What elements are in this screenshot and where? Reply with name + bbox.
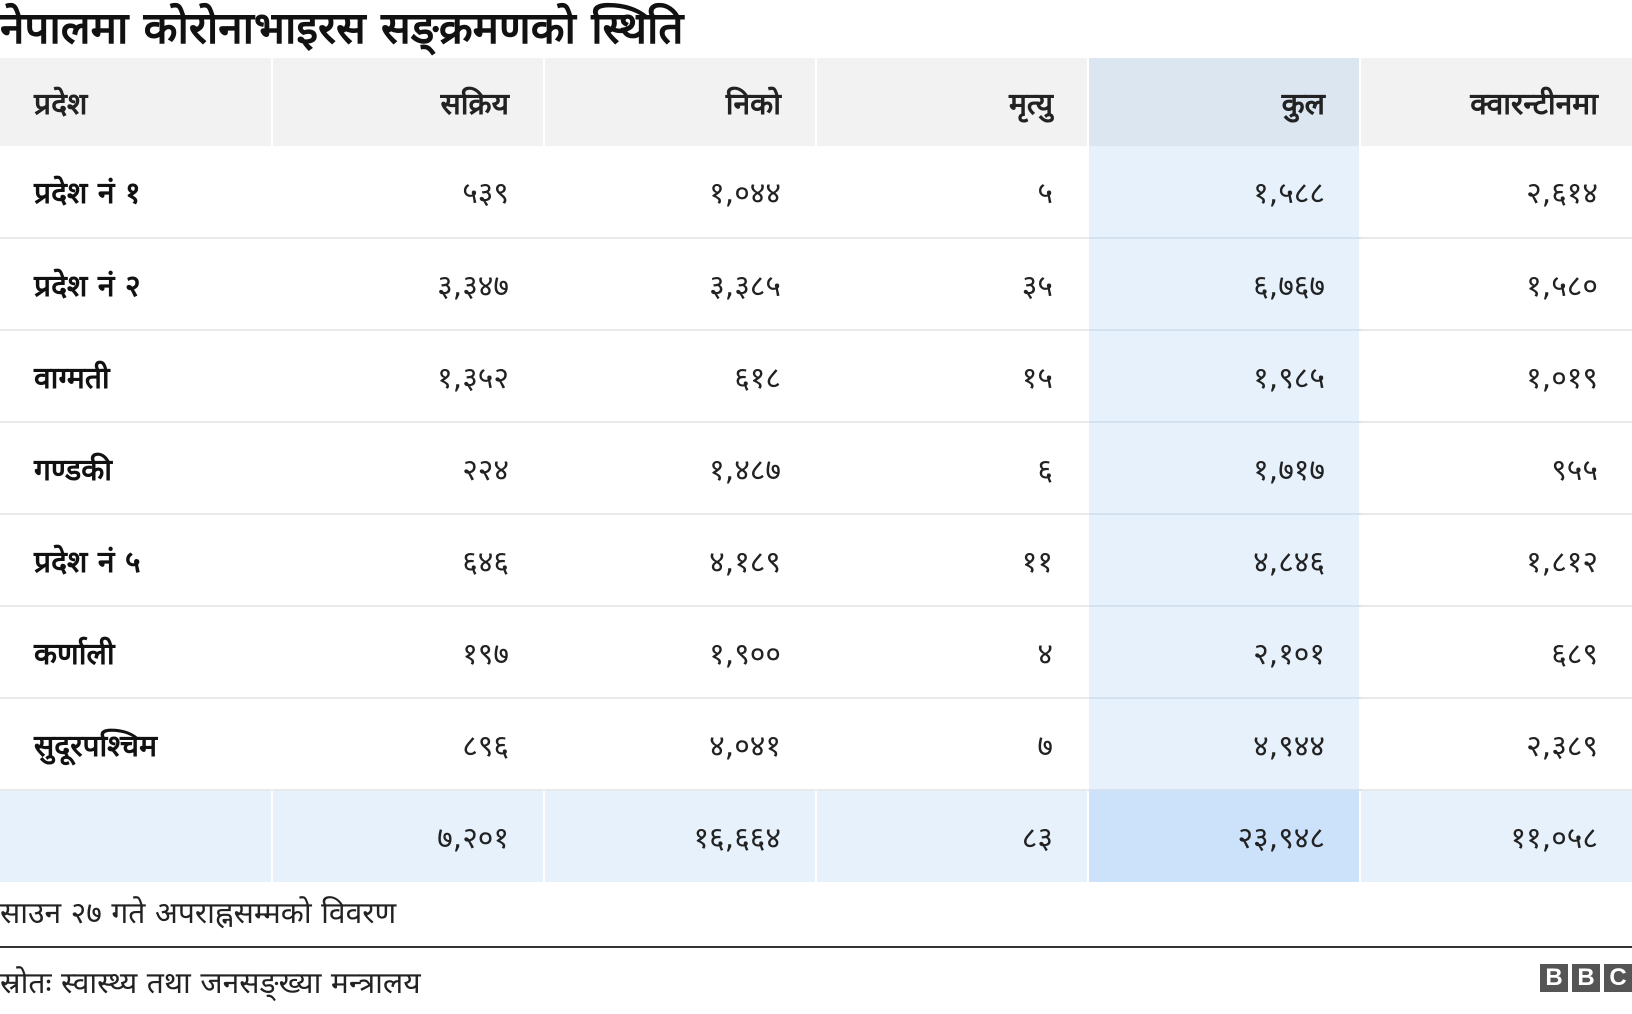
total-deaths-cell: ८३ — [816, 790, 1089, 882]
quarantine-cell: १,५८० — [1360, 238, 1632, 331]
table-row: प्रदेश नं २ ३,३४७ ३,३८५ ३५ ६,७६७ १,५८० — [0, 238, 1632, 331]
footer-divider — [0, 946, 1632, 948]
deaths-cell: ३५ — [816, 238, 1089, 331]
column-header-total: कुल — [1088, 58, 1361, 146]
quarantine-cell: ९५५ — [1360, 422, 1632, 515]
quarantine-cell: १,८१२ — [1360, 514, 1632, 607]
active-cell: १,३५२ — [272, 330, 545, 423]
active-cell: ३,३४७ — [272, 238, 545, 331]
grand-total-cell: २३,९४८ — [1088, 790, 1361, 882]
totals-label-cell — [0, 790, 273, 882]
province-name: प्रदेश नं २ — [0, 238, 273, 331]
deaths-cell: ४ — [816, 606, 1089, 699]
total-cell: १,७१७ — [1088, 422, 1361, 515]
province-name: वाग्मती — [0, 330, 273, 423]
column-header-quarantine: क्वारन्टीनमा — [1360, 58, 1632, 146]
active-cell: २२४ — [272, 422, 545, 515]
recovered-cell: ६१८ — [544, 330, 817, 423]
recovered-cell: ४,०४१ — [544, 698, 817, 791]
logo-letter: B — [1540, 964, 1568, 992]
active-cell: ६४६ — [272, 514, 545, 607]
total-active-cell: ७,२०१ — [272, 790, 545, 882]
logo-letter: B — [1572, 964, 1600, 992]
total-cell: ४,९४४ — [1088, 698, 1361, 791]
recovered-cell: १,९०० — [544, 606, 817, 699]
deaths-cell: ११ — [816, 514, 1089, 607]
recovered-cell: ४,१८९ — [544, 514, 817, 607]
province-name: गण्डकी — [0, 422, 273, 515]
column-header-province: प्रदेश — [0, 58, 273, 146]
header-row: प्रदेश सक्रिय निको मृत्यु कुल क्वारन्टीन… — [0, 58, 1632, 146]
table-row: सुदूरपश्चिम ८९६ ४,०४१ ७ ४,९४४ २,३८९ — [0, 698, 1632, 791]
total-cell: २,१०१ — [1088, 606, 1361, 699]
province-name: कर्णाली — [0, 606, 273, 699]
total-cell: ६,७६७ — [1088, 238, 1361, 331]
data-table: प्रदेश सक्रिय निको मृत्यु कुल क्वारन्टीन… — [0, 58, 1632, 882]
active-cell: ८९६ — [272, 698, 545, 791]
column-header-active: सक्रिय — [272, 58, 545, 146]
total-quarantine-cell: ११,०५८ — [1360, 790, 1632, 882]
recovered-cell: १,०४४ — [544, 146, 817, 239]
table-row: वाग्मती १,३५२ ६१८ १५ १,९८५ १,०१९ — [0, 330, 1632, 423]
table-row: कर्णाली १९७ १,९०० ४ २,१०१ ६८९ — [0, 606, 1632, 699]
chart-title: नेपालमा कोरोनाभाइरस सङ्क्रमणको स्थिति — [0, 3, 684, 54]
column-header-deaths: मृत्यु — [816, 58, 1089, 146]
logo-letter: C — [1604, 964, 1632, 992]
total-cell: १,५८८ — [1088, 146, 1361, 239]
quarantine-cell: २,३८९ — [1360, 698, 1632, 791]
table-row: गण्डकी २२४ १,४८७ ६ १,७१७ ९५५ — [0, 422, 1632, 515]
deaths-cell: ७ — [816, 698, 1089, 791]
totals-row: ७,२०१ १६,६६४ ८३ २३,९४८ ११,०५८ — [0, 790, 1632, 882]
province-name: प्रदेश नं १ — [0, 146, 273, 239]
deaths-cell: ५ — [816, 146, 1089, 239]
quarantine-cell: ६८९ — [1360, 606, 1632, 699]
table-row: प्रदेश नं ५ ६४६ ४,१८९ ११ ४,८४६ १,८१२ — [0, 514, 1632, 607]
recovered-cell: ३,३८५ — [544, 238, 817, 331]
source-text: स्रोतः स्वास्थ्य तथा जनसङ्ख्या मन्त्रालय — [0, 966, 421, 1001]
province-name: प्रदेश नं ५ — [0, 514, 273, 607]
total-recovered-cell: १६,६६४ — [544, 790, 817, 882]
active-cell: १९७ — [272, 606, 545, 699]
total-cell: १,९८५ — [1088, 330, 1361, 423]
province-name: सुदूरपश्चिम — [0, 698, 273, 791]
total-cell: ४,८४६ — [1088, 514, 1361, 607]
deaths-cell: ६ — [816, 422, 1089, 515]
quarantine-cell: २,६१४ — [1360, 146, 1632, 239]
active-cell: ५३९ — [272, 146, 545, 239]
footnote: साउन २७ गते अपराह्नसम्मको विवरण — [0, 896, 397, 931]
deaths-cell: १५ — [816, 330, 1089, 423]
bbc-logo: B B C — [1540, 964, 1632, 992]
table-row: प्रदेश नं १ ५३९ १,०४४ ५ १,५८८ २,६१४ — [0, 146, 1632, 239]
quarantine-cell: १,०१९ — [1360, 330, 1632, 423]
recovered-cell: १,४८७ — [544, 422, 817, 515]
column-header-recovered: निको — [544, 58, 817, 146]
